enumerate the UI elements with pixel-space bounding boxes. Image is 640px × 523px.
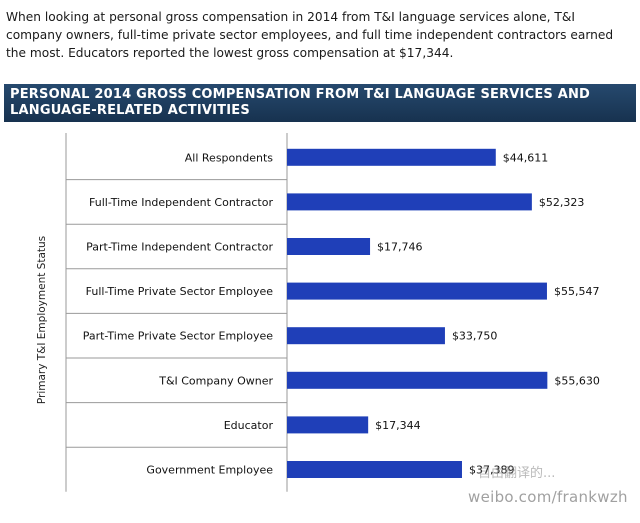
value-label: $52,323 xyxy=(539,196,585,209)
watermark-top: 自由翻译的... xyxy=(478,466,556,481)
bar xyxy=(287,238,371,255)
chart-title: PERSONAL 2014 GROSS COMPENSATION FROM T&… xyxy=(10,87,591,118)
value-label: $44,611 xyxy=(503,151,549,164)
category-label: T&I Company Owner xyxy=(158,374,273,387)
intro-paragraph: When looking at personal gross compensat… xyxy=(6,10,614,60)
category-label: Part-Time Independent Contractor xyxy=(86,241,273,254)
value-label: $33,750 xyxy=(452,330,498,343)
category-label: Full-Time Private Sector Employee xyxy=(86,285,274,298)
bar xyxy=(287,327,445,345)
category-label: Government Employee xyxy=(146,464,273,477)
value-label: $55,630 xyxy=(554,374,600,387)
value-label: $37,389 xyxy=(469,464,515,477)
category-label: Educator xyxy=(224,419,274,432)
category-label: Full-Time Independent Contractor xyxy=(89,196,273,209)
value-label: $17,746 xyxy=(377,241,423,254)
category-label: Part-Time Private Sector Employee xyxy=(83,330,274,343)
category-label: All Respondents xyxy=(185,151,274,164)
watermark: weibo.com/frankwzh xyxy=(468,488,628,506)
bar xyxy=(287,371,548,389)
bar xyxy=(287,282,547,300)
value-label: $55,547 xyxy=(554,285,600,298)
value-label: $17,344 xyxy=(375,419,421,432)
bar xyxy=(287,461,462,478)
bar xyxy=(287,416,369,434)
chart-banner: PERSONAL 2014 GROSS COMPENSATION FROM T&… xyxy=(4,84,636,122)
bar xyxy=(287,148,496,166)
bar xyxy=(287,193,532,211)
